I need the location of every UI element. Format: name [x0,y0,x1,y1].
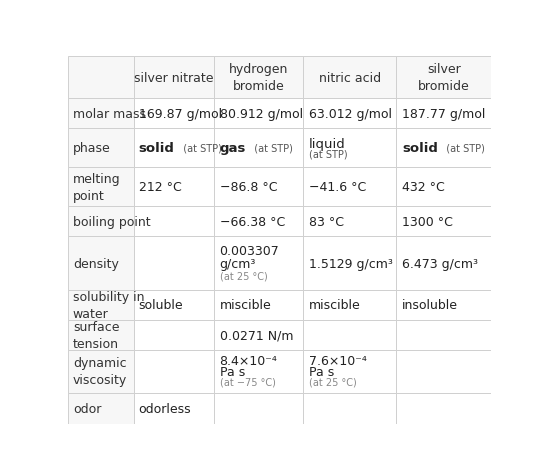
Bar [68,99,134,129]
Text: molar mass: molar mass [73,108,146,120]
Bar [303,129,396,168]
Text: Pa s: Pa s [308,365,334,378]
Bar [303,99,396,129]
Text: −41.6 °C: −41.6 °C [308,181,366,194]
Bar [214,129,303,168]
Bar [134,350,214,393]
Bar [134,207,214,237]
Text: 169.87 g/mol: 169.87 g/mol [139,108,222,120]
Bar [68,237,134,290]
Bar [303,168,396,207]
Text: solubility in
water: solubility in water [73,290,144,320]
Bar [68,320,134,350]
Text: (at STP): (at STP) [177,143,222,153]
Text: 80.912 g/mol: 80.912 g/mol [219,108,302,120]
Text: g/cm³: g/cm³ [219,257,256,270]
Text: −86.8 °C: −86.8 °C [219,181,277,194]
Text: insoluble: insoluble [402,299,458,312]
Bar [396,207,491,237]
Text: Pa s: Pa s [219,365,245,378]
Text: (at 25 °C): (at 25 °C) [219,271,268,281]
Bar [303,207,396,237]
Bar [303,237,396,290]
Text: solid: solid [402,142,438,155]
Bar [396,57,491,99]
Text: odorless: odorless [139,402,191,415]
Text: boiling point: boiling point [73,215,151,228]
Text: 187.77 g/mol: 187.77 g/mol [402,108,485,120]
Bar [214,168,303,207]
Text: silver
bromide: silver bromide [418,63,470,93]
Text: 6.473 g/cm³: 6.473 g/cm³ [402,257,478,270]
Text: (at −75 °C): (at −75 °C) [219,377,275,387]
Bar [68,350,134,393]
Bar [303,350,396,393]
Bar [68,129,134,168]
Bar [396,129,491,168]
Text: density: density [73,257,118,270]
Bar [396,393,491,424]
Text: silver nitrate: silver nitrate [134,71,214,85]
Text: miscible: miscible [219,299,271,312]
Bar [68,393,134,424]
Bar [214,57,303,99]
Text: 7.6×10⁻⁴: 7.6×10⁻⁴ [308,355,366,367]
Bar [396,290,491,320]
Text: odor: odor [73,402,101,415]
Text: melting
point: melting point [73,172,121,202]
Bar [303,320,396,350]
Bar [134,290,214,320]
Bar [134,57,214,99]
Bar [134,320,214,350]
Text: 0.0271 N/m: 0.0271 N/m [219,328,293,342]
Text: 1300 °C: 1300 °C [402,215,453,228]
Bar [214,350,303,393]
Bar [214,237,303,290]
Bar [214,320,303,350]
Bar [134,129,214,168]
Text: 432 °C: 432 °C [402,181,444,194]
Text: (at STP): (at STP) [308,149,347,159]
Bar [134,237,214,290]
Text: miscible: miscible [308,299,360,312]
Text: gas: gas [219,142,246,155]
Text: 8.4×10⁻⁴: 8.4×10⁻⁴ [219,355,277,367]
Bar [396,237,491,290]
Bar [214,207,303,237]
Text: 63.012 g/mol: 63.012 g/mol [308,108,391,120]
Bar [396,320,491,350]
Bar [68,290,134,320]
Text: (at STP): (at STP) [248,143,293,153]
Bar [68,57,134,99]
Bar [214,99,303,129]
Text: 212 °C: 212 °C [139,181,181,194]
Text: solid: solid [139,142,175,155]
Text: 83 °C: 83 °C [308,215,343,228]
Text: (at STP): (at STP) [440,143,485,153]
Bar [214,393,303,424]
Bar [396,99,491,129]
Bar [303,290,396,320]
Text: nitric acid: nitric acid [318,71,381,85]
Text: phase: phase [73,142,111,155]
Text: soluble: soluble [139,299,183,312]
Bar [303,57,396,99]
Text: surface
tension: surface tension [73,320,120,350]
Bar [303,393,396,424]
Bar [214,290,303,320]
Bar [68,207,134,237]
Bar [134,168,214,207]
Text: 0.003307: 0.003307 [219,244,280,258]
Bar [396,350,491,393]
Text: (at 25 °C): (at 25 °C) [308,377,357,387]
Text: liquid: liquid [308,137,346,150]
Text: 1.5129 g/cm³: 1.5129 g/cm³ [308,257,393,270]
Bar [134,393,214,424]
Text: dynamic
viscosity: dynamic viscosity [73,357,127,387]
Text: hydrogen
bromide: hydrogen bromide [229,63,288,93]
Bar [396,168,491,207]
Text: −66.38 °C: −66.38 °C [219,215,285,228]
Bar [68,168,134,207]
Bar [134,99,214,129]
